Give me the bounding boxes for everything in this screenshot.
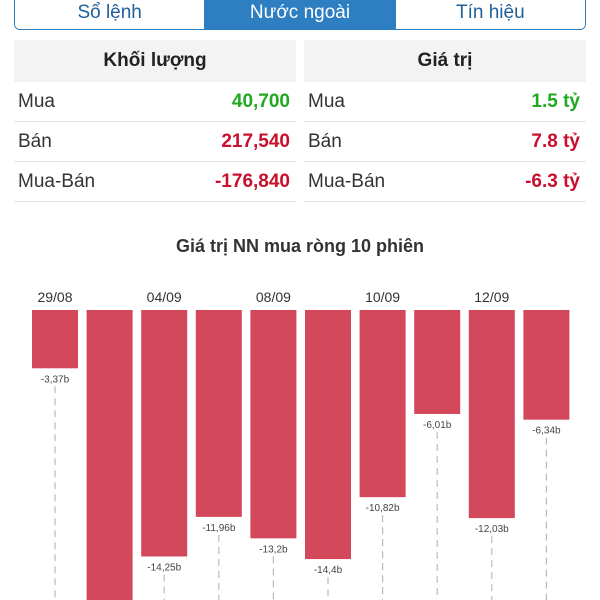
row-label: Bán: [308, 130, 342, 152]
bar-value-label: -12,03b: [475, 524, 509, 535]
value-net-row: Mua-Bán -6.3 tỷ: [304, 162, 586, 202]
bar-value-label: -14,4b: [314, 565, 343, 576]
tab-order-book[interactable]: Sổ lệnh: [15, 0, 206, 29]
bar: [468, 310, 515, 519]
bar: [523, 310, 570, 420]
row-value: -176,840: [214, 170, 290, 192]
row-value: 1.5 tỷ: [531, 90, 580, 112]
bar-value-label: -14,25b: [147, 562, 181, 573]
row-value: -6.3 tỷ: [525, 170, 580, 192]
row-label: Mua: [18, 90, 55, 112]
date-label: 12/09: [474, 289, 509, 305]
volume-sell-row: Bán 217,540: [14, 122, 296, 162]
volume-net-row: Mua-Bán -176,840: [14, 162, 296, 202]
bar-value-label: -6,01b: [423, 420, 452, 431]
chart-title: Giá trị NN mua ròng 10 phiên: [175, 236, 425, 256]
tab-foreign[interactable]: Nước ngoài: [205, 0, 396, 29]
net-buy-bar-chart: -3,37b 29/08 -14,25b 04/09 -11,96b -13,2b 08/0…: [32, 289, 570, 600]
value-sell-row: Bán 7.8 tỷ: [304, 122, 586, 162]
date-label: 08/09: [256, 289, 291, 305]
bar-value-label: -10,82b: [366, 503, 400, 514]
date-label: 29/08: [37, 289, 72, 305]
row-value: 217,540: [221, 130, 290, 152]
bar: [305, 310, 351, 560]
bar: [195, 310, 242, 517]
value-panel: Giá trị Mua 1.5 tỷ Bán 7.8 tỷ Mua-Bán -6…: [304, 40, 586, 202]
date-label: 10/09: [365, 289, 400, 305]
bar-value-label: -13,2b: [259, 544, 288, 555]
row-label: Mua-Bán: [308, 170, 386, 192]
volume-panel-title: Khối lượng: [14, 40, 296, 82]
date-label: 04/09: [147, 289, 182, 305]
bar: [141, 310, 188, 557]
row-label: Bán: [18, 130, 52, 152]
bar-value-label: -11,96b: [202, 523, 236, 534]
value-buy-row: Mua 1.5 tỷ: [304, 82, 586, 122]
tab-signals[interactable]: Tín hiệu: [395, 0, 585, 29]
row-value: 7.8 tỷ: [531, 130, 580, 152]
volume-buy-row: Mua 40,700: [14, 82, 296, 122]
value-panel-title: Giá trị: [304, 40, 586, 82]
row-value: 40,700: [231, 90, 290, 112]
bar: [414, 310, 461, 414]
volume-panel: Khối lượng Mua 40,700 Bán 217,540 Mua-Bá…: [14, 40, 296, 202]
bar: [250, 310, 297, 539]
bar-value-label: -6,34b: [532, 426, 561, 437]
tab-bar: Sổ lệnh Nước ngoài Tín hiệu: [14, 0, 586, 30]
bar: [32, 310, 78, 369]
bar: [86, 310, 133, 600]
row-label: Mua: [308, 90, 345, 112]
bar-value-label: -3,37b: [41, 374, 70, 385]
bar: [359, 310, 406, 498]
row-label: Mua-Bán: [18, 170, 96, 192]
